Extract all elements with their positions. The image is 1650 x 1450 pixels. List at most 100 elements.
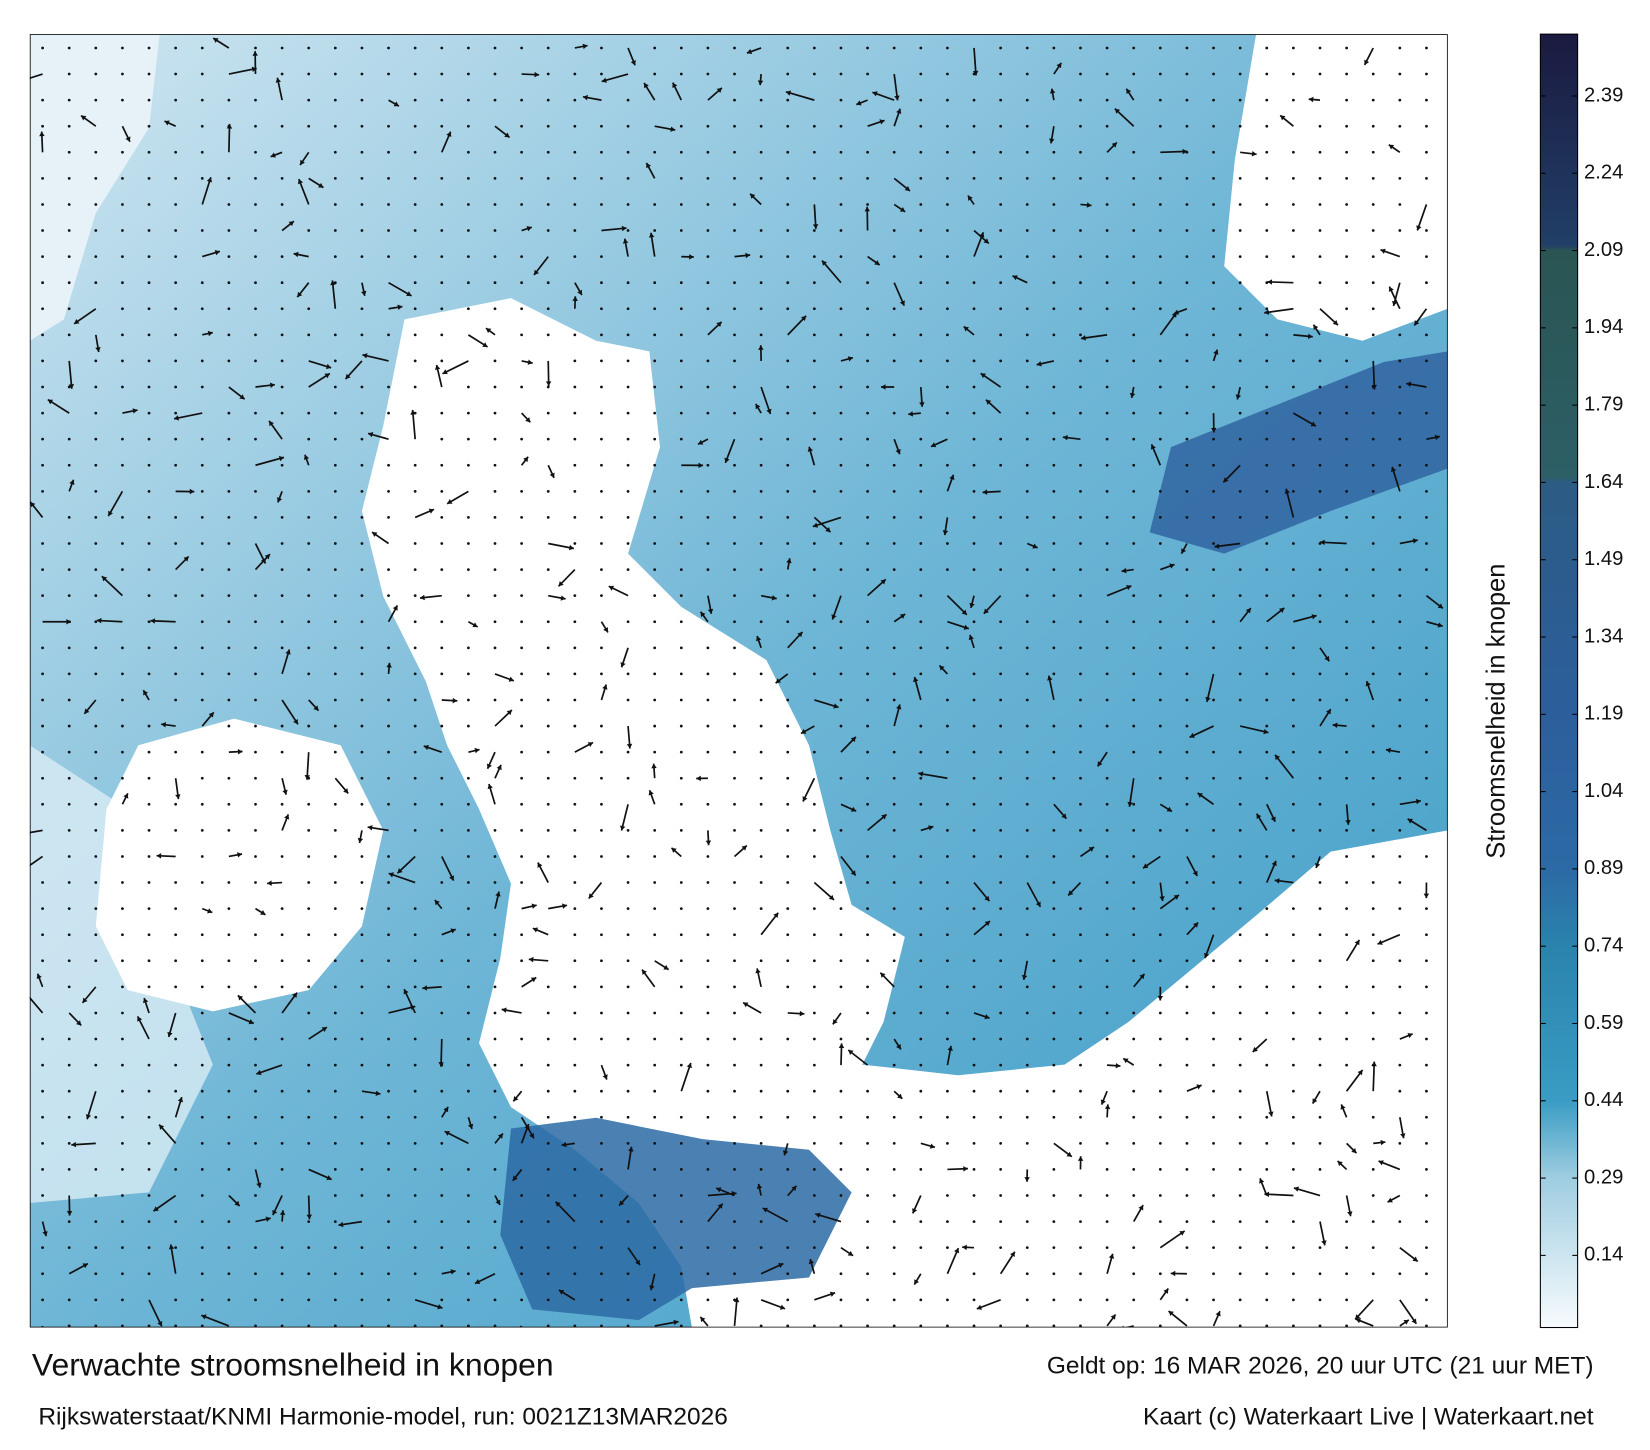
grid-dot [999,229,1003,232]
grid-dot [1052,1168,1056,1171]
arrow-head [25,992,30,997]
grid-dot [946,881,949,884]
arrow-head [1378,1160,1384,1166]
grid-dot [626,124,630,128]
arrow-head [443,1106,449,1113]
grid-dot [1371,124,1375,128]
grid-dot [41,1272,44,1276]
arrow-head [532,927,539,933]
grid-dot [1265,1115,1269,1119]
grid-dot [1292,255,1295,258]
grid-dot [147,672,151,676]
arrow-head [96,617,102,624]
grid-dot [67,907,71,911]
grid-dot [1265,1220,1269,1223]
arrow-head [428,508,434,514]
grid-dot [706,1037,710,1041]
arrow-head [95,347,101,352]
grid-dot [866,646,869,650]
grid-dot [759,516,763,519]
grid-dot [919,594,923,598]
grid-dot [600,985,603,989]
grid-dot [679,1011,683,1015]
grid-dot [1318,1141,1322,1145]
grid-dot [1238,516,1242,519]
grid-dot [919,1168,923,1171]
grid-dot [759,776,763,780]
grid-dot [1371,959,1375,963]
arrow-head [1312,1098,1318,1104]
grid-dot [1265,855,1269,858]
grid-dot [626,672,630,676]
grid-dot [147,907,151,911]
arrow-head [303,454,310,460]
arrow-head [474,1279,481,1284]
grid-dot [812,281,816,285]
arrow-head [1032,543,1038,549]
arrow-head [985,399,992,405]
arrow-head [1364,59,1370,65]
grid-dot [520,1272,523,1276]
arrow-head [983,608,989,614]
grid-dot [1238,229,1242,232]
grid-dot [839,1324,843,1328]
grid-dot [1079,933,1082,937]
grid-dot [653,203,657,206]
grid-dot [227,1298,231,1302]
grid-dot [866,1168,869,1171]
grid-dot [467,724,470,728]
grid-dot [839,229,843,232]
grid-dot [866,333,869,337]
arrow-head [1371,1061,1377,1067]
grid-dot [1238,1063,1242,1067]
grid-dot [121,1220,124,1223]
grid-dot [1345,150,1348,154]
grid-dot [67,1037,71,1041]
grid-dot [1212,437,1215,441]
grid-dot [786,698,790,702]
grid-dot [1025,620,1029,624]
grid-dot [866,672,869,676]
current-arrows [25,37,1444,1328]
grid-dot [1185,1194,1189,1197]
grid-dot [733,359,736,363]
arrow-shaft [29,829,43,834]
arrow-head [812,224,819,229]
arrow-head [410,409,416,415]
grid-dot [1265,176,1269,180]
grid-dot [333,646,337,650]
grid-dot [1079,489,1082,493]
grid-dot [812,620,816,624]
grid-dot [254,281,257,285]
grid-dot [679,307,683,311]
arrow-head [506,710,512,716]
arrow-head [758,345,764,350]
grid-dot [333,437,337,441]
grid-dot [67,672,71,676]
arrow-head [829,1291,836,1297]
grid-dot [546,1246,550,1250]
grid-dot [413,802,417,806]
grid-dot [812,1089,816,1093]
grid-dot [147,98,151,102]
grid-dot [812,489,816,493]
grid-dot [1371,437,1375,441]
grid-dot [307,672,311,676]
grid-dot [1052,620,1056,624]
grid-dot [1212,1298,1215,1302]
arrow-head [602,684,608,690]
grid-dot [626,307,630,311]
grid-dot [280,1272,284,1276]
arrow-head [912,1208,918,1214]
arrow-head [850,736,856,743]
arrow-head [1196,1084,1202,1090]
grid-dot [866,1089,869,1093]
grid-dot [1105,698,1109,702]
grid-dot [573,437,577,441]
arrow-head [572,296,578,301]
grid-dot [200,1194,204,1197]
grid-dot [227,1246,231,1250]
grid-dot [1105,1220,1109,1223]
arrow-head [716,1187,722,1193]
grid-dot [121,907,124,911]
